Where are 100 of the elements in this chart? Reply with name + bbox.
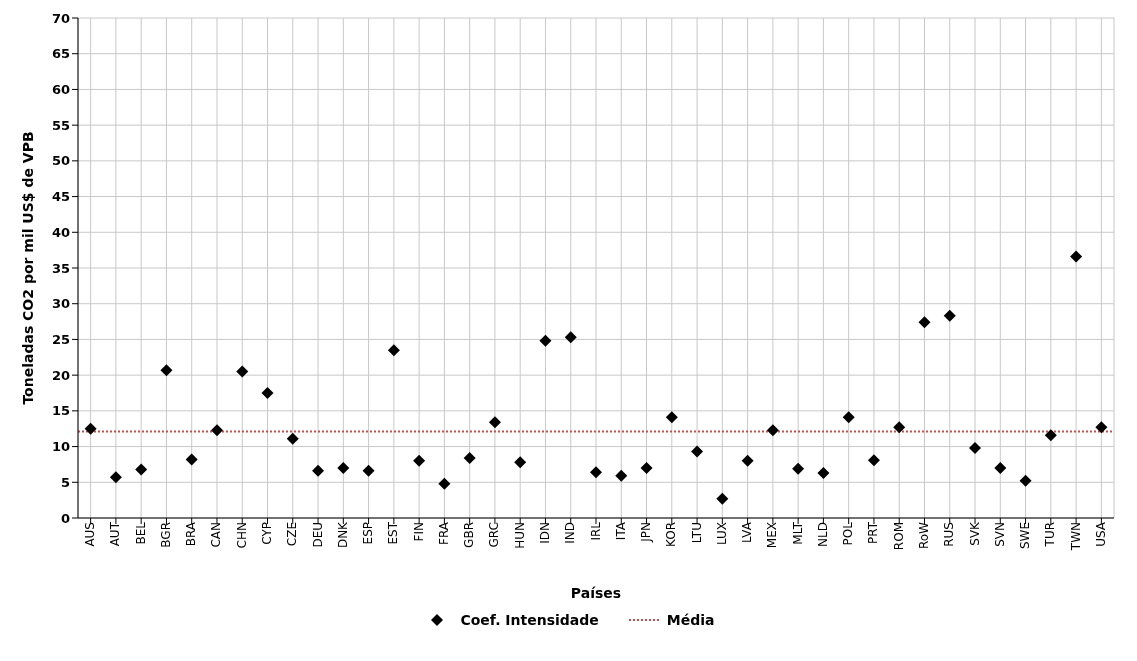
- x-tick-label: POL: [841, 521, 856, 546]
- point: [387, 344, 400, 357]
- x-tick-label: TUR: [1043, 522, 1058, 548]
- point: [1044, 429, 1057, 442]
- x-tick-label: ITA: [613, 521, 628, 541]
- point: [109, 471, 122, 484]
- x-tick-label: DEU: [310, 522, 325, 548]
- x-tick-label: ROM: [891, 522, 906, 551]
- y-tick-label: 70: [51, 10, 70, 26]
- point: [590, 466, 602, 479]
- point: [918, 316, 931, 329]
- x-axis-title: Países: [570, 585, 622, 601]
- x-tick-label: DNK: [335, 520, 350, 549]
- y-axis-title: Toneladas CO2 por mil US$ de VPB: [19, 131, 36, 405]
- x-tick-label: SWE: [1018, 522, 1033, 550]
- x-tick-label: SVN: [992, 522, 1007, 547]
- point: [867, 454, 880, 467]
- x-tick-label: CHN: [234, 522, 249, 549]
- x-tick-label: HUN: [512, 522, 527, 549]
- y-tick-label: 0: [60, 510, 70, 526]
- x-tick-label: LVA: [740, 521, 755, 544]
- y-tick-label: 50: [51, 153, 70, 169]
- point: [842, 411, 855, 424]
- x-tick-label: KOR: [664, 522, 679, 547]
- y-tick-label: 20: [51, 367, 70, 383]
- point: [766, 424, 779, 437]
- point: [135, 463, 148, 476]
- y-tick-label: 45: [51, 189, 70, 205]
- x-tick-label: GBR: [462, 522, 477, 548]
- y-tick-label: 40: [51, 224, 70, 240]
- x-tick-label: USA: [1093, 521, 1108, 547]
- point: [413, 454, 426, 467]
- x-tick-label: CAN: [209, 522, 224, 548]
- point: [286, 432, 299, 445]
- point: [1070, 250, 1083, 263]
- y-tick-label: 65: [51, 46, 70, 62]
- point: [615, 469, 628, 482]
- point: [969, 442, 982, 454]
- y-tick-label: 10: [51, 439, 70, 455]
- x-tick-label: NLD: [815, 522, 830, 547]
- point: [1019, 474, 1032, 487]
- point: [337, 462, 350, 474]
- y-tick-label: 55: [51, 117, 70, 133]
- point: [438, 477, 451, 490]
- x-tick-label: LUX: [714, 522, 729, 546]
- x-tick-label: AUS: [83, 522, 98, 547]
- point: [488, 416, 501, 429]
- x-tick-label: GRC: [487, 522, 502, 548]
- x-tick-label: IDN: [537, 522, 552, 544]
- point: [185, 453, 198, 466]
- point: [792, 462, 805, 475]
- point: [1095, 421, 1108, 434]
- point: [210, 424, 223, 437]
- x-tick-label: FRA: [436, 521, 451, 545]
- x-tick-label: BRA: [184, 521, 199, 547]
- x-tick-label: MEX: [765, 522, 780, 549]
- y-tick-label: 15: [51, 403, 70, 419]
- y-tick-label: 60: [51, 82, 70, 98]
- point: [994, 462, 1007, 474]
- x-tick-label: IRL: [588, 521, 603, 541]
- point: [514, 456, 527, 469]
- x-tick-label: IND: [563, 522, 578, 544]
- x-tick-label: AUT: [108, 521, 123, 547]
- x-tick-label: TWN: [1068, 522, 1083, 552]
- x-tick-label: CZE: [285, 522, 300, 547]
- point: [640, 462, 653, 474]
- point: [716, 492, 729, 505]
- x-tick-label: BEL: [133, 521, 148, 545]
- x-tick-label: RoW: [917, 521, 932, 550]
- x-tick-label: FIN: [411, 522, 426, 542]
- point: [539, 334, 552, 347]
- y-tick-label: 30: [51, 296, 70, 312]
- point: [160, 364, 173, 377]
- x-tick-label: PRT: [866, 521, 881, 545]
- point: [893, 421, 906, 434]
- point: [261, 387, 274, 399]
- point: [665, 411, 678, 424]
- x-tick-label: RUS: [942, 522, 957, 547]
- point: [236, 365, 249, 378]
- x-tick-label: CYP: [260, 522, 275, 545]
- x-tick-label: LTU: [689, 522, 704, 544]
- x-tick-label: ESP: [361, 522, 376, 545]
- point: [564, 331, 577, 344]
- legend-label: Coef. Intensidade: [460, 612, 599, 628]
- point: [312, 464, 325, 477]
- point: [691, 445, 704, 458]
- point: [362, 464, 375, 477]
- y-tick-label: 5: [60, 474, 70, 490]
- y-tick-label: 35: [51, 260, 70, 276]
- point: [741, 454, 754, 467]
- x-tick-label: BGR: [158, 522, 173, 548]
- legend-label: Média: [666, 612, 715, 628]
- x-tick-label: JPN: [639, 522, 654, 543]
- point: [84, 422, 97, 435]
- point: [817, 467, 830, 479]
- point: [943, 309, 956, 322]
- y-tick-label: 25: [51, 332, 70, 348]
- x-tick-label: MLT: [790, 521, 805, 545]
- x-tick-label: EST: [386, 521, 401, 545]
- x-tick-label: SVK: [967, 520, 982, 546]
